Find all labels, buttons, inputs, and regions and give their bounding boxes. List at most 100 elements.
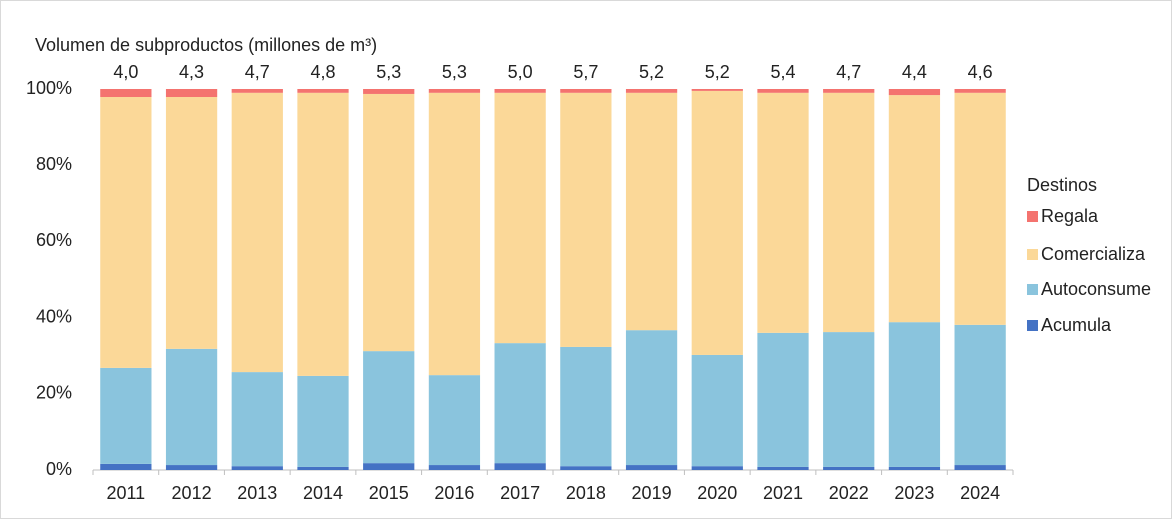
bar-segment (428, 465, 481, 470)
bar-segment (231, 466, 283, 470)
bar-segment (888, 466, 941, 470)
bar-segment (823, 92, 875, 333)
y-tick-label: 100% (26, 78, 72, 98)
total-label: 5,7 (573, 62, 598, 82)
y-tick-label: 40% (36, 306, 72, 326)
bar-segment (100, 97, 152, 368)
total-label: 4,8 (310, 62, 335, 82)
total-label: 5,2 (639, 62, 664, 82)
legend-swatch (1027, 249, 1038, 260)
bar-segment (100, 367, 152, 464)
legend-swatch (1027, 211, 1038, 222)
bar-segment (757, 466, 809, 470)
bar-segment (165, 465, 218, 470)
x-tick-label: 2021 (763, 483, 803, 503)
total-label: 5,4 (770, 62, 795, 82)
chart-title: Volumen de subproductos (millones de m³) (35, 35, 377, 55)
total-label: 5,3 (376, 62, 401, 82)
legend-label: Autoconsume (1041, 279, 1151, 299)
total-label: 4,0 (113, 62, 138, 82)
bar-segment (954, 89, 1006, 93)
bar-segment (823, 466, 875, 470)
bar-segment (297, 375, 349, 467)
bar-segment (560, 466, 612, 470)
legend-label: Regala (1041, 206, 1099, 226)
bar-segment (297, 92, 349, 376)
x-tick-label: 2016 (434, 483, 474, 503)
y-tick-label: 0% (46, 459, 72, 479)
x-tick-label: 2020 (697, 483, 737, 503)
total-label: 4,7 (836, 62, 861, 82)
bar-segment (560, 92, 612, 347)
bar-segment (560, 346, 612, 467)
total-label: 5,2 (705, 62, 730, 82)
bar-segment (757, 92, 809, 333)
bar-segment (494, 89, 546, 93)
bar-segment (428, 89, 481, 93)
total-label: 4,3 (179, 62, 204, 82)
bar-segment (100, 463, 152, 470)
bar-segment (757, 89, 809, 93)
x-tick-label: 2012 (172, 483, 212, 503)
bar-segment (494, 463, 546, 470)
legend-title: Destinos (1027, 175, 1097, 195)
x-tick-label: 2011 (106, 483, 145, 503)
bar-segment (231, 89, 283, 93)
bar-segment (691, 89, 743, 91)
bar-segment (625, 92, 678, 331)
legend-label: Comercializa (1041, 244, 1146, 264)
bar-segment (363, 93, 415, 352)
total-label: 5,0 (508, 62, 533, 82)
x-tick-label: 2013 (237, 483, 277, 503)
bar-segment (888, 322, 941, 467)
x-tick-label: 2017 (500, 483, 540, 503)
x-tick-label: 2014 (303, 483, 343, 503)
bar-segment (428, 92, 481, 376)
y-tick-label: 20% (36, 383, 72, 403)
bar-segment (363, 463, 415, 470)
bar-segment (691, 90, 743, 355)
legend-swatch (1027, 284, 1038, 295)
x-tick-label: 2023 (894, 483, 934, 503)
bar-segment (297, 89, 349, 93)
total-label: 5,3 (442, 62, 467, 82)
bar-segment (165, 89, 218, 98)
total-label: 4,7 (245, 62, 270, 82)
bar-segment (297, 466, 349, 470)
bar-segment (625, 465, 678, 470)
x-tick-label: 2015 (369, 483, 409, 503)
x-tick-label: 2022 (829, 483, 869, 503)
bar-segment (954, 465, 1006, 470)
bar-segment (954, 324, 1006, 466)
bar-segment (625, 330, 678, 466)
x-tick-label: 2024 (960, 483, 1000, 503)
x-tick-label: 2019 (632, 483, 672, 503)
bar-segment (231, 372, 283, 467)
bar-segment (494, 343, 546, 464)
bar-segment (823, 332, 875, 467)
total-label: 4,6 (968, 62, 993, 82)
y-tick-label: 60% (36, 230, 72, 250)
bar-segment (888, 89, 941, 96)
y-tick-label: 80% (36, 154, 72, 174)
bar-segment (363, 89, 415, 94)
bar-segment (231, 92, 283, 373)
bar-segment (757, 332, 809, 467)
bar-segment (363, 351, 415, 464)
bar-segment (494, 92, 546, 344)
bar-segment (691, 354, 743, 467)
bar-segment (625, 89, 678, 93)
total-label: 4,4 (902, 62, 927, 82)
legend-swatch (1027, 320, 1038, 331)
bar-segment (100, 89, 152, 98)
bar-segment (428, 375, 481, 466)
x-tick-label: 2018 (566, 483, 606, 503)
bar-segment (954, 92, 1006, 325)
bar-segment (691, 466, 743, 470)
legend-label: Acumula (1041, 315, 1112, 335)
bar-segment (823, 89, 875, 93)
bar-segment (165, 97, 218, 349)
bar-segment (165, 348, 218, 466)
bar-segment (888, 95, 941, 323)
